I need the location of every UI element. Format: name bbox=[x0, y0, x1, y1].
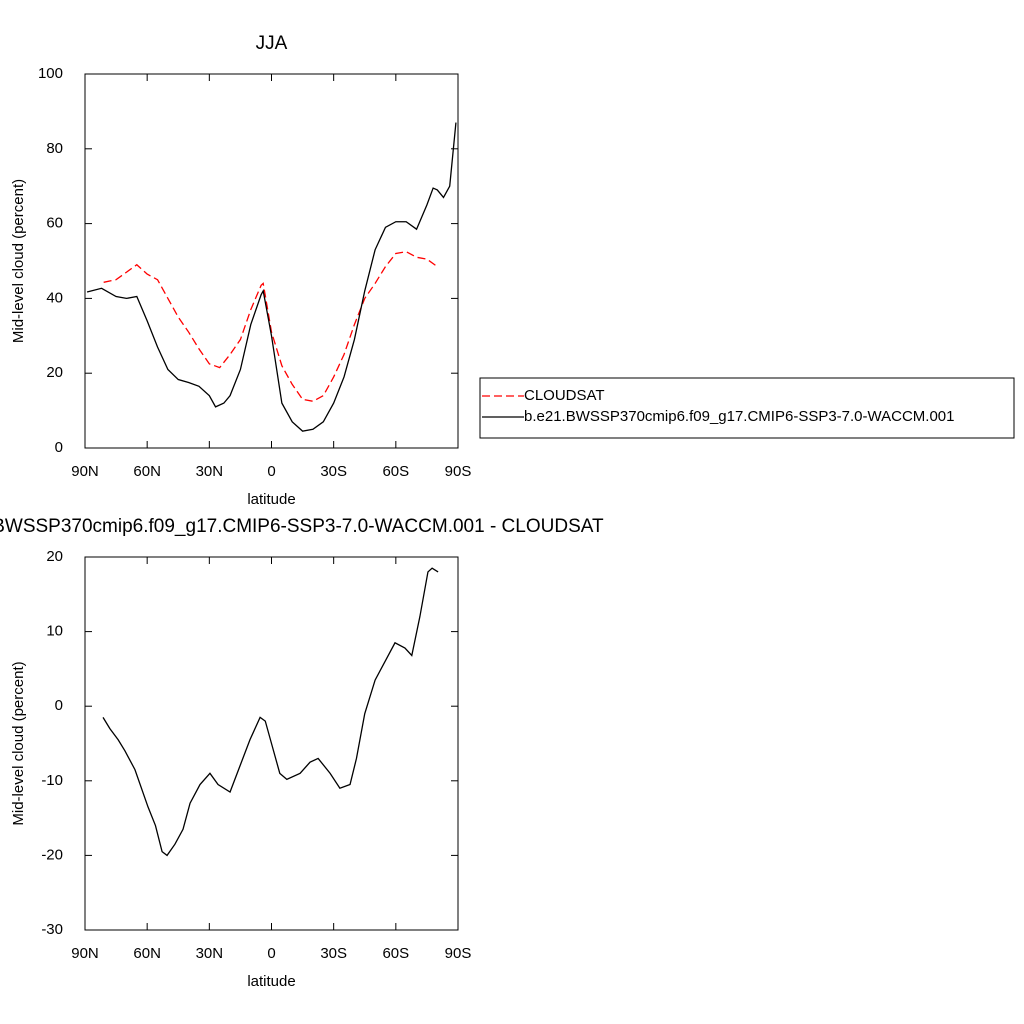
series-line bbox=[103, 250, 438, 402]
legend-label: b.e21.BWSSP370cmip6.f09_g17.CMIP6-SSP3-7… bbox=[524, 408, 954, 425]
x-tick-label: 30S bbox=[320, 945, 347, 962]
x-tick-label: 30N bbox=[196, 945, 224, 962]
x-tick-label: 90S bbox=[445, 463, 472, 480]
x-axis-label: latitude bbox=[247, 491, 295, 508]
x-axis-label: latitude bbox=[247, 973, 295, 990]
y-tick-label: 20 bbox=[46, 364, 63, 381]
plot-frame bbox=[84, 73, 459, 449]
legend-box bbox=[479, 377, 1015, 439]
x-tick-label: 0 bbox=[267, 463, 275, 480]
series-line bbox=[86, 122, 457, 432]
y-tick-label: 100 bbox=[38, 65, 63, 82]
x-tick-label: 90N bbox=[71, 463, 99, 480]
y-tick-label: -10 bbox=[41, 772, 63, 789]
x-tick-label: 60N bbox=[133, 463, 161, 480]
y-tick-label: -30 bbox=[41, 921, 63, 938]
series-line bbox=[102, 567, 439, 857]
y-axis-label: Mid-level cloud (percent) bbox=[10, 179, 27, 343]
chart-title: b.e21.BWSSP370cmip6.f09_g17.CMIP6-SSP3-7… bbox=[0, 516, 604, 537]
y-axis-label: Mid-level cloud (percent) bbox=[10, 661, 27, 825]
x-tick-label: 90N bbox=[71, 945, 99, 962]
y-tick-label: 60 bbox=[46, 215, 63, 232]
y-tick-label: -20 bbox=[41, 846, 63, 863]
x-tick-label: 60S bbox=[382, 463, 409, 480]
x-tick-label: 60N bbox=[133, 945, 161, 962]
y-tick-label: 40 bbox=[46, 289, 63, 306]
x-tick-label: 60S bbox=[382, 945, 409, 962]
y-tick-label: 0 bbox=[55, 697, 63, 714]
x-tick-label: 0 bbox=[267, 945, 275, 962]
x-tick-label: 90S bbox=[445, 945, 472, 962]
y-tick-label: 20 bbox=[46, 548, 63, 565]
chart-title: JJA bbox=[256, 33, 288, 54]
legend-label: CLOUDSAT bbox=[524, 387, 605, 404]
x-tick-label: 30S bbox=[320, 463, 347, 480]
y-tick-label: 80 bbox=[46, 140, 63, 157]
x-tick-label: 30N bbox=[196, 463, 224, 480]
y-tick-label: 0 bbox=[55, 439, 63, 456]
y-tick-label: 10 bbox=[46, 623, 63, 640]
